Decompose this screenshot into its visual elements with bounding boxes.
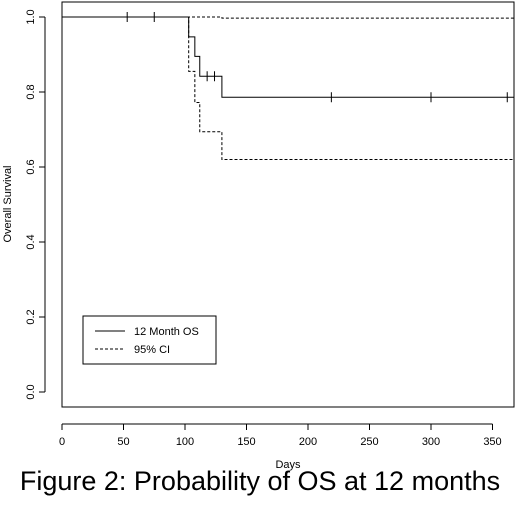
legend: 12 Month OS 95% CI bbox=[82, 315, 217, 365]
x-tick-label: 250 bbox=[360, 436, 378, 448]
x-tick-label: 100 bbox=[176, 436, 194, 448]
x-axis-label: Days bbox=[275, 459, 301, 471]
y-tick-label: 0.6 bbox=[25, 159, 37, 174]
x-tick-label: 0 bbox=[59, 436, 65, 448]
x-tick-label: 200 bbox=[299, 436, 317, 448]
x-tick-label: 150 bbox=[237, 436, 255, 448]
y-axis-label: Overall Survival bbox=[2, 165, 14, 242]
series-layer bbox=[62, 12, 514, 160]
plot-frame bbox=[61, 1, 515, 408]
axis-layer: 0 50 100 150 200 250 300 350 0.0 0.2 0.4 0.6 0.8 1.0 bbox=[25, 9, 502, 448]
y-tick-label: 1.0 bbox=[25, 9, 37, 24]
y-tick-label: 0.2 bbox=[25, 309, 37, 324]
y-tick-label: 0.0 bbox=[25, 384, 37, 399]
figure-caption: Figure 2: Probability of OS at 12 months bbox=[19, 466, 501, 496]
x-tick-label: 300 bbox=[422, 436, 440, 448]
x-tick-label: 350 bbox=[483, 436, 501, 448]
survival-curve bbox=[62, 16, 514, 98]
legend-label-ci: 95% CI bbox=[134, 344, 170, 356]
x-tick-label: 50 bbox=[117, 436, 129, 448]
legend-box bbox=[82, 315, 217, 365]
ci-bound-line bbox=[62, 16, 514, 19]
legend-label-os: 12 Month OS bbox=[134, 326, 199, 338]
y-tick-label: 0.8 bbox=[25, 84, 37, 99]
ci-bound-line bbox=[62, 16, 514, 160]
y-tick-label: 0.4 bbox=[25, 234, 37, 249]
